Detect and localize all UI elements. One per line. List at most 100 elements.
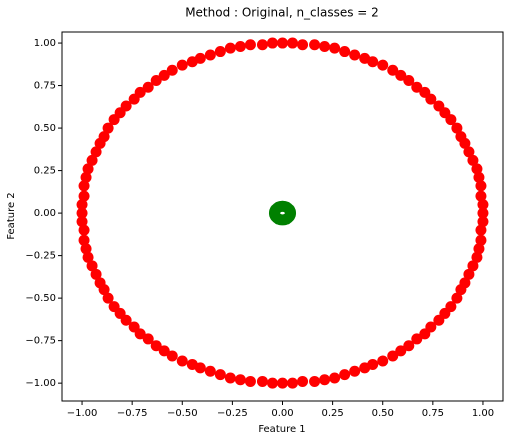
y-tick-label: −1.00 — [25, 378, 56, 389]
point — [224, 372, 236, 384]
point — [150, 340, 162, 352]
chart-title: Method : Original, n_classes = 2 — [185, 6, 379, 20]
point — [451, 122, 463, 134]
point — [234, 40, 246, 52]
point — [80, 243, 92, 255]
point — [297, 39, 309, 51]
point — [256, 39, 268, 51]
point — [367, 358, 379, 370]
point — [82, 251, 94, 263]
point — [477, 199, 489, 211]
point — [377, 59, 389, 71]
point — [76, 199, 88, 211]
point — [90, 268, 102, 280]
point — [329, 372, 341, 384]
point — [244, 39, 256, 51]
point — [471, 251, 483, 263]
point — [90, 146, 102, 158]
x-tick-label: −0.75 — [117, 408, 148, 419]
point — [319, 374, 331, 386]
y-tick-label: −0.75 — [25, 336, 56, 347]
point — [78, 180, 90, 192]
point — [224, 42, 236, 54]
point — [475, 190, 487, 202]
point — [477, 207, 489, 219]
point — [473, 171, 485, 183]
point — [451, 292, 463, 304]
x-tick-label: 1.00 — [472, 408, 494, 419]
point — [204, 365, 216, 377]
point — [309, 375, 321, 387]
point — [204, 49, 216, 61]
point — [284, 209, 296, 221]
point — [214, 46, 226, 58]
point — [403, 340, 415, 352]
point — [329, 42, 341, 54]
point — [387, 64, 399, 76]
y-tick-label: −0.50 — [25, 293, 56, 304]
point — [128, 93, 140, 105]
point — [142, 81, 154, 93]
point — [76, 207, 88, 219]
point — [102, 122, 114, 134]
point — [158, 345, 170, 357]
point — [309, 39, 321, 51]
point — [277, 377, 288, 389]
x-tick-label: 0.25 — [321, 408, 343, 419]
point — [166, 350, 178, 362]
x-tick-label: 0.50 — [372, 408, 394, 419]
point — [475, 224, 487, 236]
point — [349, 49, 361, 61]
point — [475, 234, 487, 246]
point — [176, 355, 188, 367]
y-tick-label: 0.25 — [34, 166, 56, 177]
point — [475, 180, 487, 192]
point — [94, 137, 106, 149]
point — [98, 284, 110, 296]
point — [186, 56, 198, 68]
point — [403, 74, 415, 86]
point — [463, 268, 475, 280]
point — [471, 163, 483, 175]
point — [86, 154, 98, 166]
point — [166, 64, 178, 76]
point — [467, 260, 479, 272]
point — [339, 46, 351, 58]
y-axis-label: Feature 2 — [6, 192, 17, 239]
point — [467, 154, 479, 166]
point — [377, 355, 389, 367]
point — [419, 86, 431, 98]
point — [78, 224, 90, 236]
point — [473, 243, 485, 255]
x-tick-label: −0.25 — [217, 408, 248, 419]
point — [477, 216, 489, 228]
y-tick-label: 0.75 — [34, 81, 56, 92]
y-tick-label: 1.00 — [34, 38, 56, 49]
point — [142, 333, 154, 345]
x-axis-label: Feature 1 — [258, 424, 305, 435]
y-tick-label: 0.00 — [34, 208, 56, 219]
x-tick-label: 0.75 — [422, 408, 444, 419]
point — [256, 375, 268, 387]
point — [459, 277, 471, 289]
point — [411, 333, 423, 345]
point — [395, 69, 407, 81]
point — [78, 234, 90, 246]
point — [277, 37, 288, 49]
point — [359, 52, 371, 64]
point — [78, 190, 90, 202]
point — [76, 216, 88, 228]
point — [108, 114, 120, 126]
point — [234, 374, 246, 386]
point — [120, 314, 132, 326]
x-tick-label: 0.00 — [271, 408, 293, 419]
point — [463, 146, 475, 158]
point — [194, 362, 206, 374]
point — [214, 369, 226, 381]
point — [134, 328, 146, 340]
point — [80, 171, 92, 183]
point — [387, 350, 399, 362]
x-tick-label: −0.50 — [167, 408, 198, 419]
point — [244, 375, 256, 387]
